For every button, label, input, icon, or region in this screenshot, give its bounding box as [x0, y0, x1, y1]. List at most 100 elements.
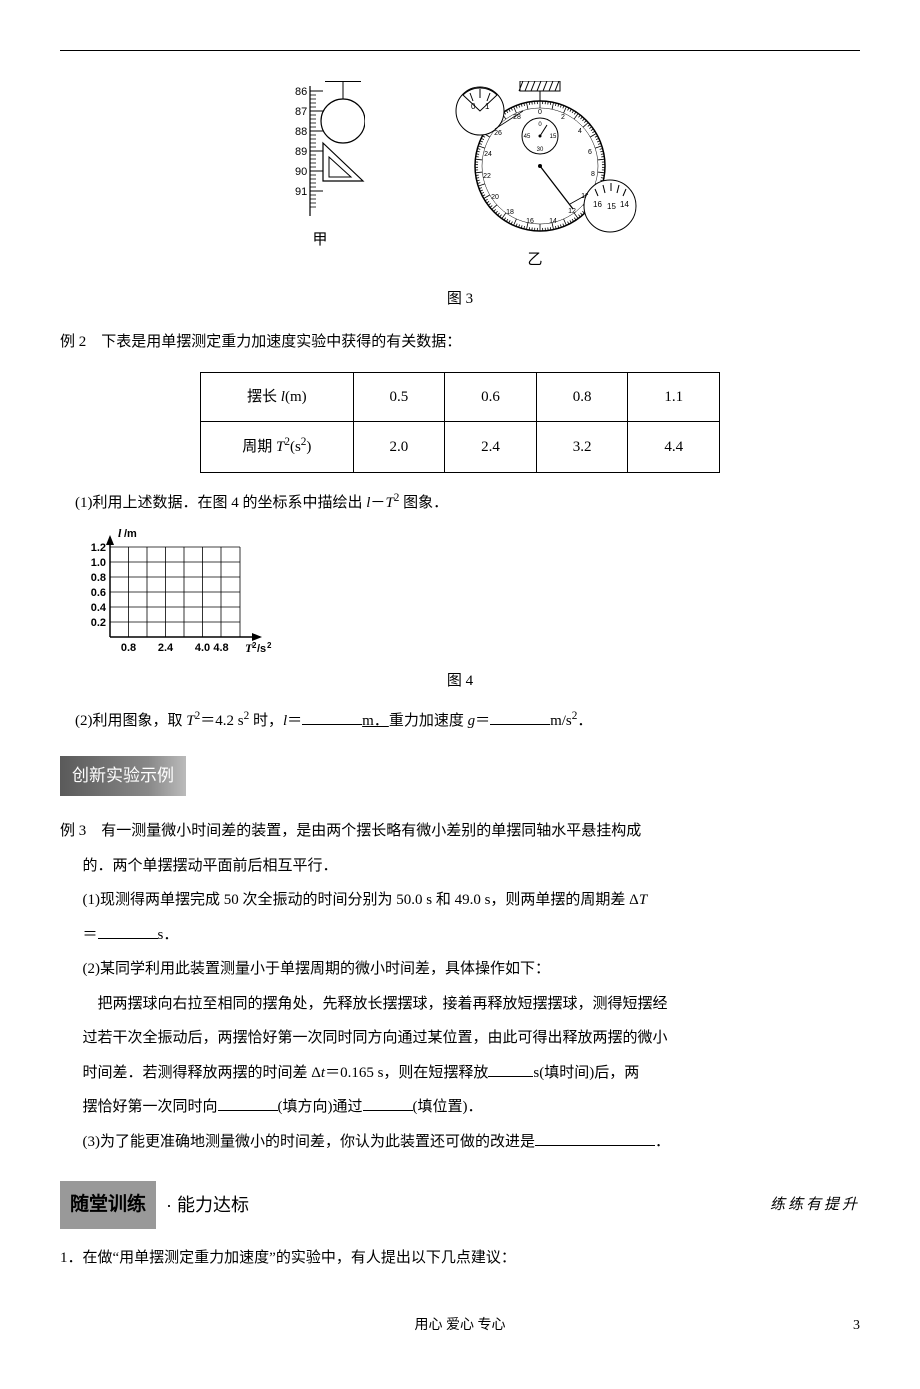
data-table: 摆长 l(m) 0.5 0.6 0.8 1.1 周期 T2(s2) 2.0 2.…: [200, 372, 720, 473]
example3-q1: (1)现测得两单摆完成 50 次全振动的时间分别为 50.0 s 和 49.0 …: [83, 886, 861, 915]
svg-text:20: 20: [491, 194, 499, 201]
question1: 1．在做“用单摆测定重力加速度”的实验中，有人提出以下几点建议：: [60, 1244, 860, 1273]
example3-q2head: (2)某同学利用此装置测量小于单摆周期的微小时间差，具体操作如下：: [83, 955, 861, 984]
svg-text:14: 14: [620, 200, 629, 209]
innovation-banner: 创新实验示例: [60, 756, 186, 796]
page-number: 3: [853, 1313, 860, 1340]
example3-intro: 例 3 有一测量微小时间差的装置，是由两个摆长略有微小差别的单摆同轴水平悬挂构成: [60, 817, 860, 846]
example3-q2body4: 摆恰好第一次同时向(填方向)通过(填位置)．: [83, 1093, 861, 1122]
svg-text:0.6: 0.6: [91, 587, 106, 599]
section2-hint: 练练有提升: [770, 1191, 860, 1220]
ruler-figure: 86 87 88 89 90 91 甲: [275, 81, 365, 275]
table-row: 周期 T2(s2) 2.0 2.4 3.2 4.4: [201, 422, 720, 473]
svg-text:0.8: 0.8: [91, 572, 106, 584]
section2-sub: · 能力达标: [156, 1182, 259, 1228]
q1-text: 在做“用单摆测定重力加速度”的实验中，有人提出以下几点建议：: [83, 1250, 516, 1266]
example2-label: 例 2: [60, 334, 86, 350]
svg-text:45: 45: [524, 134, 531, 140]
cell: 4.4: [628, 422, 720, 473]
section2-main: 随堂训练: [60, 1181, 156, 1229]
example3-q2body3: 时间差．若测得释放两摆的时间差 Δt＝0.165 s，则在短摆释放s(填时间)后…: [83, 1059, 861, 1088]
example3-intro2: 的．两个单摆摆动平面前后相互平行．: [83, 852, 861, 881]
figure3-row: 86 87 88 89 90 91 甲: [60, 81, 860, 275]
cell: 0.5: [353, 372, 445, 422]
blank-l[interactable]: [302, 710, 362, 725]
blank-deltaT[interactable]: [98, 924, 158, 939]
svg-text:30: 30: [537, 147, 544, 153]
footer-motto: 用心 爱心 专心: [415, 1318, 506, 1333]
svg-text:15: 15: [607, 202, 616, 211]
blank-direction[interactable]: [218, 1096, 278, 1111]
svg-text:l: l: [118, 527, 122, 540]
example3-q3: (3)为了能更准确地测量微小的时间差，你认为此装置还可做的改进是．: [83, 1128, 861, 1157]
sub-text: 能力达标: [177, 1195, 249, 1215]
svg-text:4.8: 4.8: [213, 642, 228, 654]
svg-text:89: 89: [295, 146, 307, 158]
figure4-container: 0.20.4 0.60.8 1.01.2 0.82.4 4.04.8 l /m …: [60, 527, 860, 696]
svg-text:0: 0: [471, 102, 476, 111]
example3-q2body: 把两摆球向右拉至相同的摆角处，先释放长摆摆球，接着再释放短摆摆球，测得短摆经: [98, 990, 861, 1019]
example2-intro: 下表是用单摆测定重力加速度实验中获得的有关数据：: [101, 334, 461, 350]
q1-num: 1．: [60, 1250, 83, 1266]
svg-text:0.2: 0.2: [91, 617, 106, 629]
example2-q1: (1)利用上述数据．在图 4 的坐标系中描绘出 l－T2 图象．: [60, 488, 860, 518]
graph-svg: 0.20.4 0.60.8 1.01.2 0.82.4 4.04.8 l /m …: [60, 527, 280, 667]
svg-text:16: 16: [593, 200, 602, 209]
cell: 2.0: [353, 422, 445, 473]
svg-text:0: 0: [538, 109, 542, 116]
svg-text:2.4: 2.4: [158, 642, 174, 654]
svg-text:8: 8: [591, 171, 595, 178]
stopwatch-figure: 0 15 30 45 0 24 68 1012 1416 1820 2224 2…: [425, 81, 645, 275]
cell: 0.8: [536, 372, 628, 422]
svg-text:90: 90: [295, 166, 307, 178]
blank-improve[interactable]: [535, 1131, 655, 1146]
section2-row: 随堂训练 · 能力达标 练练有提升: [60, 1181, 860, 1229]
stopwatch-svg: 0 15 30 45 0 24 68 1012 1416 1820 2224 2…: [425, 81, 645, 246]
svg-text:1.0: 1.0: [91, 557, 106, 569]
fig4-caption: 图 4: [60, 667, 860, 696]
svg-text:88: 88: [295, 126, 307, 138]
example2-line: 例 2 下表是用单摆测定重力加速度实验中获得的有关数据：: [60, 328, 860, 357]
svg-text:87: 87: [295, 106, 307, 118]
stopwatch-label: 乙: [425, 246, 645, 275]
example3-label: 例 3: [60, 823, 86, 839]
col-header-length: 摆长 l(m): [247, 389, 307, 405]
svg-text:4.0: 4.0: [195, 642, 210, 654]
svg-text:15: 15: [550, 134, 557, 140]
svg-text:22: 22: [483, 173, 491, 180]
cell: 3.2: [536, 422, 628, 473]
svg-text:6: 6: [588, 149, 592, 156]
example3-q2body2: 过若干次全振动后，两摆恰好第一次同时同方向通过某位置，由此可得出释放两摆的微小: [83, 1024, 861, 1053]
svg-text:16: 16: [526, 218, 534, 225]
table-row: 摆长 l(m) 0.5 0.6 0.8 1.1: [201, 372, 720, 422]
svg-text:/s: /s: [257, 643, 266, 655]
svg-text:0.8: 0.8: [121, 642, 136, 654]
example2-q2: (2)利用图象，取 T2＝4.2 s2 时，l＝m．重力加速度 g＝m/s2．: [60, 706, 860, 736]
ruler-label: 甲: [275, 226, 365, 255]
svg-text:24: 24: [484, 151, 492, 158]
section2-titlebox: 随堂训练 · 能力达标: [60, 1181, 259, 1229]
cell: 2.4: [445, 422, 537, 473]
svg-text:26: 26: [494, 130, 502, 137]
bullet: ·: [166, 1195, 172, 1215]
cell: 1.1: [628, 372, 720, 422]
svg-text:2: 2: [267, 641, 272, 650]
fig3-caption: 图 3: [60, 285, 860, 314]
svg-text:2: 2: [561, 114, 565, 121]
blank-g[interactable]: [490, 710, 550, 725]
svg-text:4: 4: [578, 128, 582, 135]
svg-text:1.2: 1.2: [91, 542, 106, 554]
blank-position[interactable]: [363, 1096, 413, 1111]
svg-text:91: 91: [295, 186, 307, 198]
svg-text:1: 1: [485, 102, 490, 111]
svg-text:86: 86: [295, 86, 307, 98]
svg-text:0.4: 0.4: [91, 602, 107, 614]
cell: 0.6: [445, 372, 537, 422]
svg-text:18: 18: [506, 209, 514, 216]
footer: 用心 爱心 专心 3: [60, 1313, 860, 1340]
row-header-period: 周期 T2(s2): [242, 439, 311, 455]
blank-time[interactable]: [488, 1062, 533, 1077]
top-rule: [60, 50, 860, 51]
example3-q1b: ＝s．: [83, 921, 861, 950]
svg-text:/m: /m: [124, 528, 137, 540]
